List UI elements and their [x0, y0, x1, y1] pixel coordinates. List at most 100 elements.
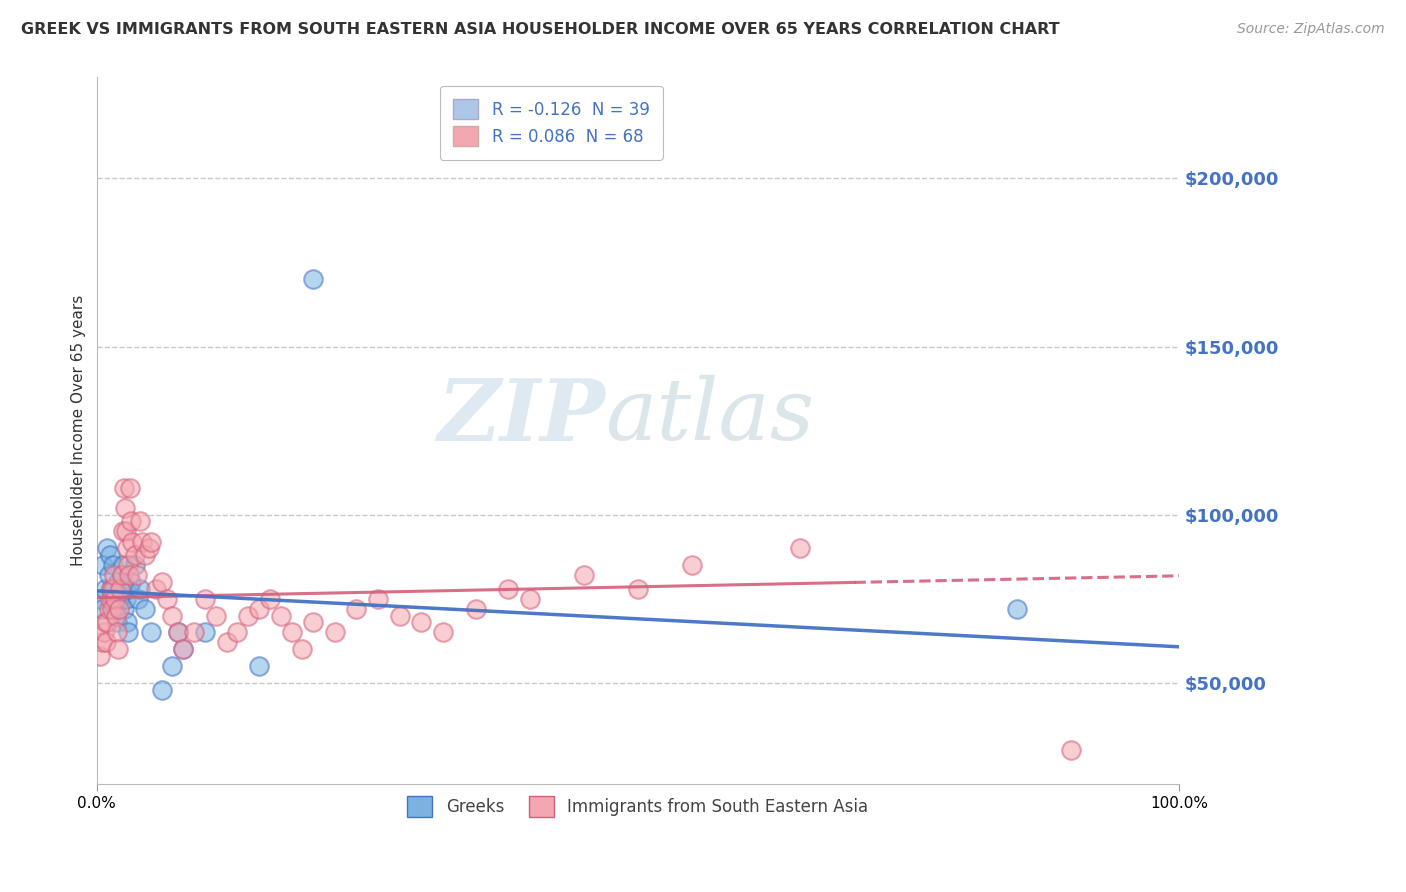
- Point: [411, 615, 433, 630]
- Point: [101, 558, 124, 573]
- Point: [114, 582, 136, 596]
- Point: [270, 608, 292, 623]
- Point: [215, 635, 238, 649]
- Point: [172, 642, 194, 657]
- Text: Source: ZipAtlas.com: Source: ZipAtlas.com: [1237, 22, 1385, 37]
- Point: [118, 568, 141, 582]
- Point: [115, 615, 138, 630]
- Point: [114, 500, 136, 515]
- Point: [98, 591, 121, 606]
- Point: [110, 568, 132, 582]
- Point: [105, 625, 128, 640]
- Point: [131, 534, 153, 549]
- Point: [166, 625, 188, 640]
- Point: [247, 602, 270, 616]
- Point: [280, 625, 302, 640]
- Point: [103, 568, 125, 582]
- Point: [93, 625, 115, 640]
- Point: [166, 625, 188, 640]
- Point: [91, 635, 114, 649]
- Point: [183, 625, 205, 640]
- Point: [115, 541, 138, 556]
- Point: [117, 625, 139, 640]
- Text: GREEK VS IMMIGRANTS FROM SOUTH EASTERN ASIA HOUSEHOLDER INCOME OVER 65 YEARS COR: GREEK VS IMMIGRANTS FROM SOUTH EASTERN A…: [21, 22, 1060, 37]
- Point: [145, 582, 167, 596]
- Point: [150, 574, 173, 589]
- Point: [120, 515, 142, 529]
- Point: [110, 582, 132, 596]
- Point: [105, 615, 128, 630]
- Point: [129, 582, 152, 596]
- Point: [139, 534, 162, 549]
- Point: [108, 591, 131, 606]
- Point: [89, 648, 111, 663]
- Point: [259, 591, 281, 606]
- Point: [162, 659, 184, 673]
- Point: [89, 591, 111, 606]
- Point: [572, 568, 595, 582]
- Point: [103, 602, 125, 616]
- Point: [115, 591, 138, 606]
- Point: [204, 608, 226, 623]
- Point: [100, 582, 122, 596]
- Point: [464, 602, 486, 616]
- Point: [138, 541, 160, 556]
- Point: [120, 481, 142, 495]
- Point: [1060, 743, 1083, 757]
- Point: [124, 558, 146, 573]
- Point: [346, 602, 368, 616]
- Point: [118, 582, 141, 596]
- Point: [139, 625, 162, 640]
- Point: [100, 582, 122, 596]
- Point: [101, 602, 124, 616]
- Point: [117, 558, 139, 573]
- Point: [323, 625, 346, 640]
- Point: [105, 608, 128, 623]
- Point: [496, 582, 519, 596]
- Point: [107, 642, 129, 657]
- Point: [789, 541, 811, 556]
- Point: [112, 481, 135, 495]
- Legend: Greeks, Immigrants from South Eastern Asia: Greeks, Immigrants from South Eastern As…: [399, 788, 877, 825]
- Point: [101, 582, 124, 596]
- Point: [194, 625, 217, 640]
- Point: [96, 541, 118, 556]
- Point: [112, 602, 135, 616]
- Point: [519, 591, 541, 606]
- Y-axis label: Householder Income Over 65 years: Householder Income Over 65 years: [72, 295, 86, 566]
- Point: [134, 602, 156, 616]
- Point: [111, 524, 134, 539]
- Point: [238, 608, 260, 623]
- Point: [162, 608, 184, 623]
- Point: [111, 558, 134, 573]
- Point: [291, 642, 314, 657]
- Point: [98, 548, 121, 562]
- Point: [91, 558, 114, 573]
- Point: [388, 608, 411, 623]
- Point: [247, 659, 270, 673]
- Point: [681, 558, 703, 573]
- Point: [115, 524, 138, 539]
- Point: [127, 591, 149, 606]
- Point: [172, 642, 194, 657]
- Point: [94, 582, 117, 596]
- Point: [125, 568, 148, 582]
- Point: [150, 682, 173, 697]
- Point: [94, 615, 117, 630]
- Point: [91, 602, 114, 616]
- Text: atlas: atlas: [606, 376, 814, 458]
- Point: [194, 591, 217, 606]
- Point: [302, 615, 325, 630]
- Point: [97, 568, 120, 582]
- Point: [156, 591, 179, 606]
- Point: [226, 625, 249, 640]
- Point: [367, 591, 389, 606]
- Point: [107, 574, 129, 589]
- Point: [105, 602, 128, 616]
- Point: [104, 591, 127, 606]
- Point: [96, 635, 118, 649]
- Point: [120, 574, 142, 589]
- Point: [97, 602, 120, 616]
- Point: [302, 272, 325, 286]
- Point: [627, 582, 650, 596]
